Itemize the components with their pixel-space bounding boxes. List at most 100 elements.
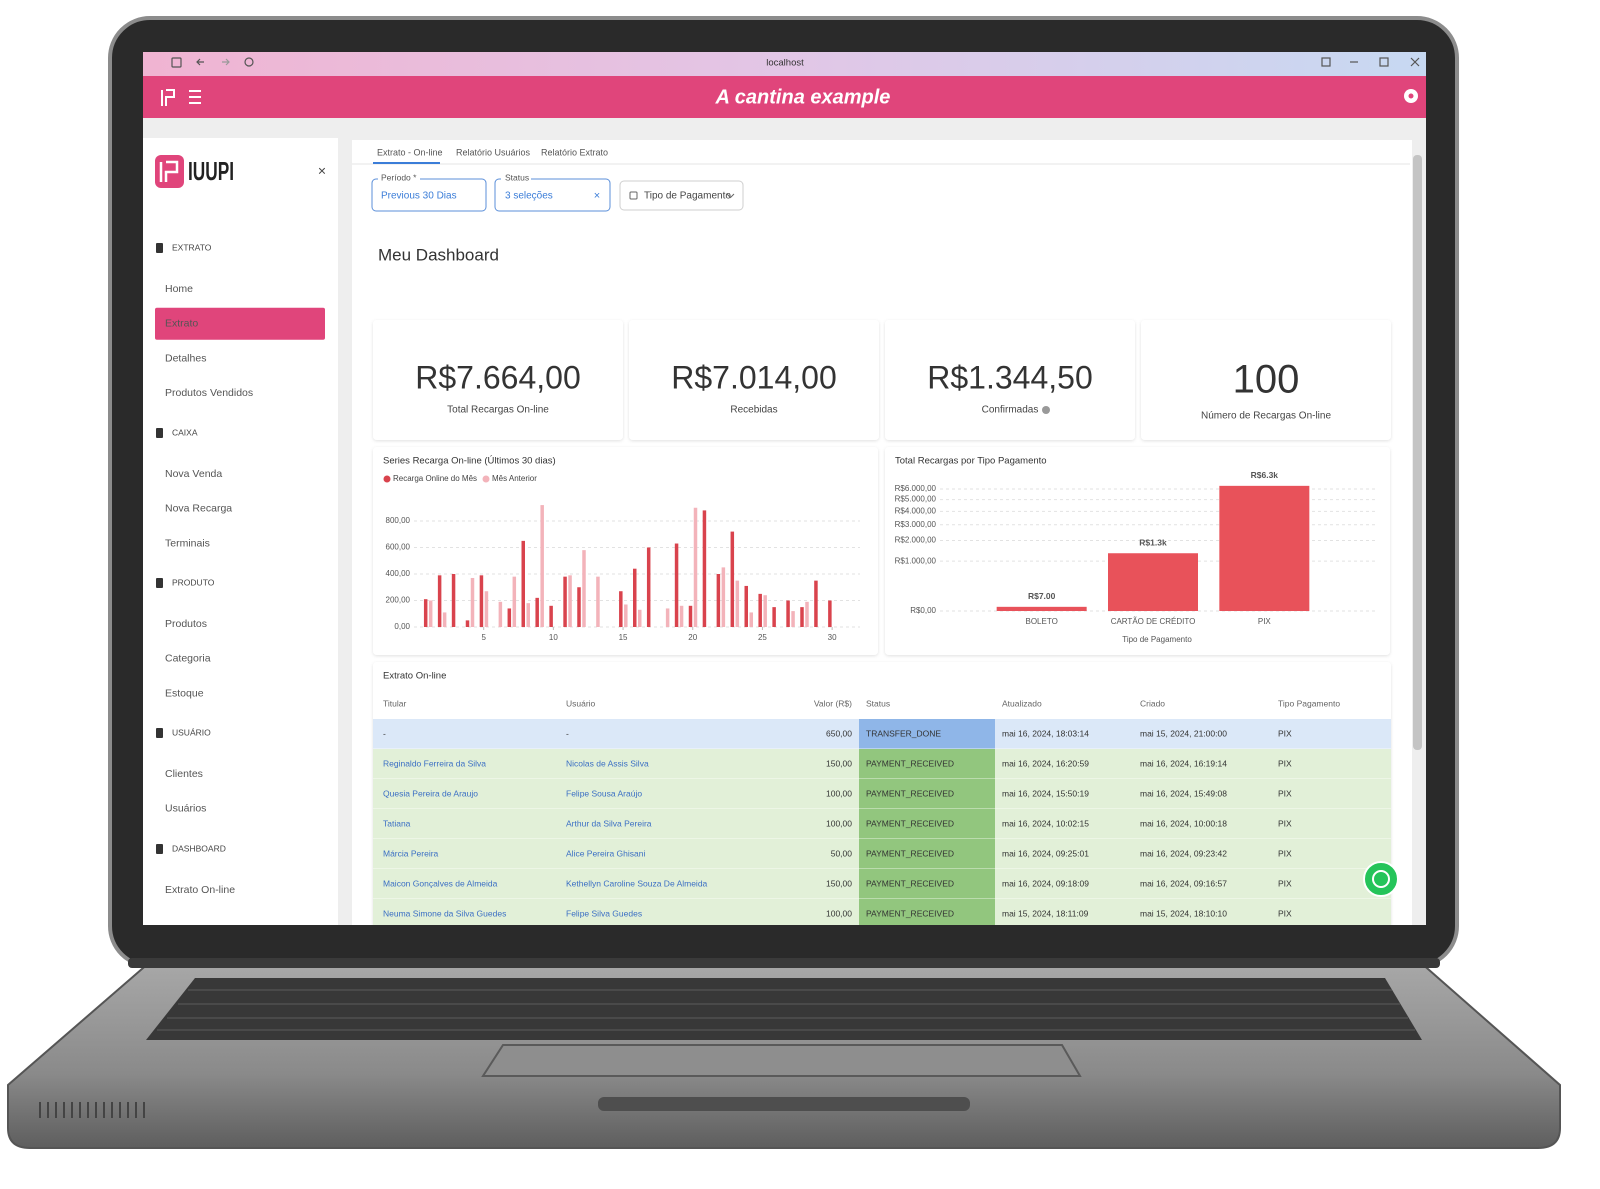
table-cell: mai 16, 2024, 16:19:14 xyxy=(1140,758,1227,768)
browser-bar xyxy=(143,52,1426,76)
menu-item[interactable]: Produtos Vendidos xyxy=(165,387,253,399)
legend-swatch xyxy=(482,475,490,483)
chevron xyxy=(726,193,735,199)
status-filter[interactable] xyxy=(494,178,611,212)
table-cell: mai 16, 2024, 09:23:42 xyxy=(1140,848,1227,858)
table-cell[interactable]: Felipe Sousa Araújo xyxy=(566,788,642,798)
table-cell[interactable]: - xyxy=(383,728,386,738)
menu-item[interactable]: Extrato xyxy=(165,318,198,330)
table-cell[interactable]: Nicolas de Assis Silva xyxy=(566,758,649,768)
cards: R$7.664,00 Total Recargas On-line R$7.014,… xyxy=(373,320,1391,440)
table-cell: PAYMENT_RECEIVED xyxy=(866,788,954,798)
status-label: Status xyxy=(505,172,529,182)
card-value: R$7.014,00 xyxy=(671,359,836,395)
bar xyxy=(423,599,428,627)
menu-item[interactable]: Nova Recarga xyxy=(165,503,232,515)
status-cell xyxy=(859,749,995,779)
tab[interactable]: Extrato - On-line xyxy=(377,147,443,157)
settings-button[interactable] xyxy=(1404,89,1418,103)
table-cell: mai 15, 2024, 18:10:10 xyxy=(1140,908,1227,918)
table-cell: PAYMENT_RECEIVED xyxy=(866,758,954,768)
y-tick-label: 0,00 xyxy=(394,622,410,631)
payment-type-filter[interactable] xyxy=(619,180,744,211)
table-cell: mai 15, 2024, 18:11:09 xyxy=(1002,908,1089,918)
table-cell: mai 16, 2024, 16:20:59 xyxy=(1002,758,1089,768)
table-cell: mai 16, 2024, 09:25:01 xyxy=(1002,848,1089,858)
legend-swatch xyxy=(383,475,391,483)
bar xyxy=(805,601,809,627)
browser-controls xyxy=(171,57,1420,68)
table-cell: mai 16, 2024, 10:00:18 xyxy=(1140,818,1227,828)
x-tick-label: CARTÃO DE CRÉDITO xyxy=(1111,617,1196,626)
tab[interactable]: Relatório Usuários xyxy=(456,147,531,157)
column-header[interactable]: Titular xyxy=(383,698,406,708)
table-cell: PIX xyxy=(1278,848,1292,858)
table-cell: 150,00 xyxy=(826,878,852,888)
y-tick-label: 600,00 xyxy=(386,543,411,552)
status-value: 3 seleções xyxy=(505,191,553,202)
bar xyxy=(563,576,567,627)
table-cell[interactable]: Reginaldo Ferreira da Silva xyxy=(383,758,486,768)
y-tick-label: R$6.000,00 xyxy=(895,484,937,493)
period-filter[interactable] xyxy=(371,178,487,212)
table-cell[interactable]: Kethellyn Caroline Souza De Almeida xyxy=(566,878,708,888)
menu-item[interactable]: Home xyxy=(165,283,193,295)
table-cell: 100,00 xyxy=(826,818,852,828)
menu-item[interactable]: Extrato On-line xyxy=(165,884,235,896)
bar xyxy=(442,612,447,627)
header-logo[interactable] xyxy=(161,89,175,106)
column-header[interactable]: Criado xyxy=(1140,698,1165,708)
status-clear[interactable]: × xyxy=(594,190,600,202)
table-title: Extrato On-line xyxy=(383,671,446,682)
x-tick-label: 5 xyxy=(481,633,486,642)
bar xyxy=(786,600,790,627)
active-item-bg xyxy=(155,307,325,340)
column-header[interactable]: Atualizado xyxy=(1002,698,1042,708)
status-cell xyxy=(859,839,995,869)
menu-item[interactable]: Nova Venda xyxy=(165,468,222,480)
column-header[interactable]: Valor (R$) xyxy=(814,698,852,708)
menu-item[interactable]: Estoque xyxy=(165,687,204,699)
table-cell: 100,00 xyxy=(826,788,852,798)
column-header[interactable]: Status xyxy=(866,698,890,708)
bar xyxy=(744,585,748,627)
period-label: Período * xyxy=(381,172,417,182)
menu-item[interactable]: Produtos xyxy=(165,618,207,630)
table-cell[interactable]: Alice Pereira Ghisani xyxy=(566,848,645,858)
whatsapp-button[interactable] xyxy=(1363,861,1399,897)
sidebar-close[interactable]: × xyxy=(318,163,326,179)
scrollbar-thumb[interactable] xyxy=(1413,155,1422,750)
column-header[interactable]: Tipo Pagamento xyxy=(1278,698,1340,708)
table-cell[interactable]: Maicon Gonçalves de Almeida xyxy=(383,878,498,888)
section-title: PRODUTO xyxy=(172,577,215,587)
tab[interactable]: Relatório Extrato xyxy=(541,147,608,157)
menu-item[interactable]: Detalhes xyxy=(165,352,206,364)
table-cell[interactable]: Márcia Pereira xyxy=(383,848,439,858)
menu-item[interactable]: Usuários xyxy=(165,803,206,815)
column-header[interactable]: Usuário xyxy=(566,698,596,708)
card-value: R$7.664,00 xyxy=(415,359,580,395)
table-cell[interactable]: Quesia Pereira de Araujo xyxy=(383,788,478,798)
table-cell[interactable]: Felipe Silva Guedes xyxy=(566,908,642,918)
card xyxy=(373,320,623,440)
keyboard xyxy=(146,978,1422,1040)
bar xyxy=(568,575,572,627)
menu-item[interactable]: Categoria xyxy=(165,653,211,665)
table-cell[interactable]: Tatiana xyxy=(383,818,411,828)
legend-label[interactable]: Recarga Online do Mês xyxy=(393,474,477,483)
table-cell: mai 15, 2024, 21:00:00 xyxy=(1140,728,1227,738)
menu-item[interactable]: Terminais xyxy=(165,537,210,549)
y-tick-label: R$3.000,00 xyxy=(895,520,937,529)
table-cell[interactable]: Neuma Simone da Silva Guedes xyxy=(383,908,506,918)
legend-label[interactable]: Mês Anterior xyxy=(492,474,537,483)
address[interactable]: localhost xyxy=(766,58,804,69)
table-cell[interactable]: - xyxy=(566,728,569,738)
table-cell[interactable]: Arthur da Silva Pereira xyxy=(566,818,652,828)
table-cell: PIX xyxy=(1278,818,1292,828)
menu-item[interactable]: Clientes xyxy=(165,768,203,780)
chart-title: Series Recarga On-line (Últimos 30 dias) xyxy=(383,456,556,467)
card-label: Total Recargas On-line xyxy=(447,405,549,416)
menu-button[interactable] xyxy=(189,90,201,104)
x-tick-label: 20 xyxy=(688,633,697,642)
section-title: EXTRATO xyxy=(172,242,212,252)
